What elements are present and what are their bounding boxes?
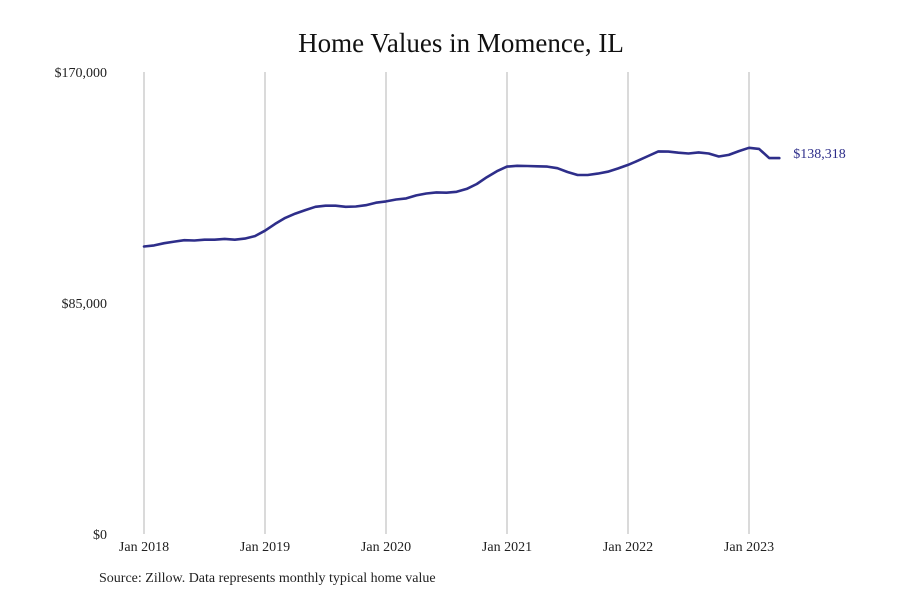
- x-tick-label: Jan 2023: [724, 540, 774, 555]
- y-axis: $0 $85,000 $170,000: [55, 66, 108, 543]
- x-gridlines: [143, 72, 750, 534]
- y-tick-label: $170,000: [55, 66, 108, 81]
- y-tick-label: $0: [93, 528, 107, 543]
- x-tick-label: Jan 2018: [119, 540, 169, 555]
- x-tick-label: Jan 2019: [240, 540, 290, 555]
- x-tick-label: Jan 2021: [482, 540, 532, 555]
- series-line: [142, 146, 781, 248]
- source-note: Source: Zillow. Data represents monthly …: [99, 571, 436, 586]
- x-axis: Jan 2018 Jan 2019 Jan 2020 Jan 2021 Jan 2022…: [119, 540, 774, 555]
- y-tick-label: $85,000: [62, 297, 108, 312]
- end-value-label: $138,318: [793, 147, 846, 162]
- chart-title: Home Values in Momence, IL: [298, 28, 624, 58]
- series-layer: $138,318: [142, 146, 846, 248]
- x-tick-label: Jan 2022: [603, 540, 653, 555]
- x-tick-label: Jan 2020: [361, 540, 411, 555]
